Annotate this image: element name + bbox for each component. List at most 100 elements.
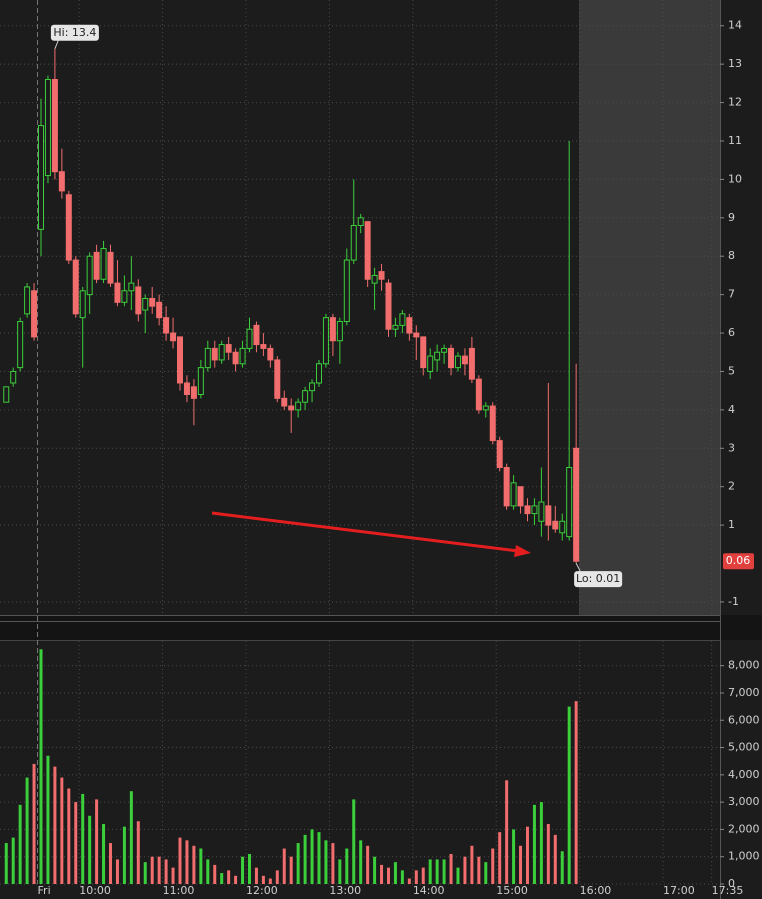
volume-bar [115,859,119,884]
candle-body [72,259,79,315]
volume-bar [268,878,272,884]
volume-bar [324,840,328,884]
volume-bar [247,853,251,884]
volume-bar [32,763,36,884]
volume-bar [512,829,516,884]
volume-bar [310,829,314,884]
y-tick-label: 4 [728,403,735,416]
volume-bar [11,837,15,884]
candle-body [17,321,24,369]
volume-bar [428,859,432,884]
y-tick-label: 5,000 [728,741,760,754]
volume-bar [463,856,467,884]
volume-bar [122,826,126,884]
volume-bar [74,802,78,884]
volume-bar [442,859,446,884]
volume-bar [456,867,460,884]
candle-body [93,251,100,280]
volume-bar [560,851,564,884]
volume-bar [46,755,50,884]
candle-body [107,251,114,284]
candle-body [218,344,225,361]
candle-body [475,378,482,411]
volume-bar [157,856,161,884]
volume-bar [129,791,133,884]
volume-bar [539,802,543,884]
y-tick-label: 8,000 [728,659,760,672]
volume-bar [102,823,106,884]
y-tick-label: 6 [728,326,735,339]
x-tick-label: 17:35 [712,884,744,897]
candle-body [128,282,135,292]
candle-body [281,397,288,407]
volume-bar [345,848,349,884]
y-tick-label: 6,000 [728,713,760,726]
candle-body [100,248,107,280]
y-tick-label: 4,000 [728,768,760,781]
candle-body [406,317,413,334]
candle-body [441,347,448,353]
last-price-box [723,553,754,570]
volume-bar [400,870,404,884]
volume-bar [150,856,154,884]
after-hours-shade [579,0,720,615]
volume-bar [275,870,279,884]
candle-body [121,290,128,303]
volume-bar [366,845,370,884]
volume-bar [470,845,474,884]
volume-bar [67,788,71,884]
candle-body [364,221,371,280]
candle-body [211,347,218,361]
arrow-line [211,511,519,553]
y-tick-label: 1 [728,518,735,531]
volume-bar [414,870,418,884]
volume-bar [317,832,321,884]
volume-bar [505,780,509,884]
candle-body [274,359,281,399]
candle-body [510,482,517,507]
candle-body [170,332,177,342]
volume-bar [567,706,571,884]
y-tick-label: 8 [728,249,735,262]
volume-bar [359,840,363,884]
candle-body [531,505,538,515]
candle-body [3,386,10,403]
candle-body [232,351,239,365]
volume-bar [18,804,22,884]
x-tick-label: 16:00 [580,884,612,897]
volume-bar [220,873,224,884]
candle-body [246,328,253,349]
candle-body [468,347,475,380]
volume-bar [178,837,182,884]
x-tick-label: 15:00 [496,884,528,897]
hi-label-box [50,24,99,41]
candle-body [225,344,232,353]
candle-body [385,282,392,330]
candle-body [79,290,86,319]
trend-arrow [211,511,531,557]
volume-bar [81,793,85,884]
volume-bar [519,845,523,884]
volume-bar [498,832,502,884]
candle-body [10,370,17,384]
x-tick-label: 12:00 [246,884,278,897]
candle-body [315,363,322,384]
volume-bar [234,875,238,884]
candle-body [267,347,274,361]
candle-body [329,317,336,342]
candle-body [517,486,524,507]
y-tick-label: 9 [728,211,735,224]
volume-bar [95,799,99,884]
volume-bar [199,848,203,884]
volume-bar [380,864,384,884]
candle-body [204,347,211,369]
lo-label-box [574,571,623,588]
candle-body [559,520,566,534]
volume-bar [206,859,210,884]
candle-body [482,405,489,411]
x-tick-label: 11:00 [163,884,195,897]
volume-bar [185,840,189,884]
volume-bar [164,859,168,884]
volume-bar [136,821,140,884]
volume-bar [491,848,495,884]
